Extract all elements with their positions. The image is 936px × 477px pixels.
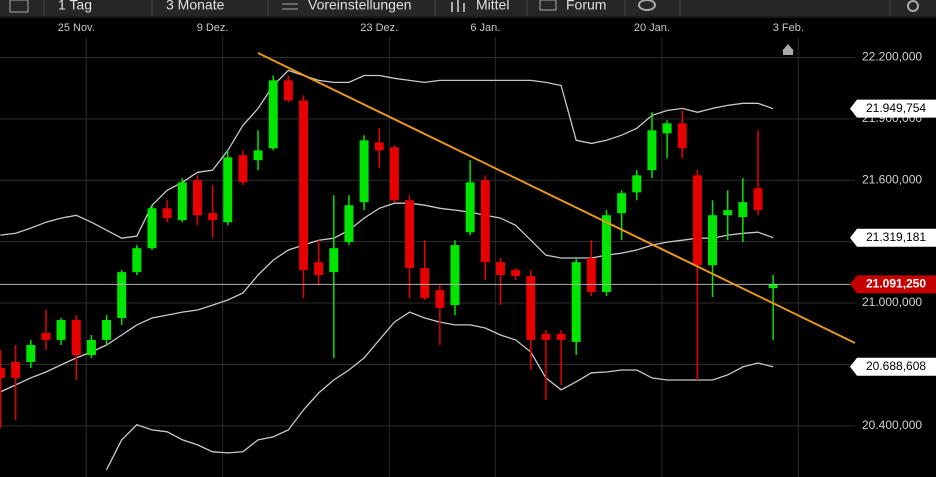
candle-body [192, 180, 202, 216]
y-tick-label: 21.000,000 [862, 295, 922, 309]
band-line [0, 69, 774, 239]
candle-body [117, 272, 127, 318]
candle-body [677, 123, 687, 149]
forum-icon [539, 0, 557, 11]
candle-body [223, 157, 233, 223]
layout-icon[interactable] [9, 0, 29, 13]
candle-body [253, 150, 263, 161]
candle-body [768, 284, 778, 289]
eye-icon[interactable] [638, 0, 656, 11]
candle-body [86, 339, 96, 356]
candle-body [495, 262, 505, 276]
candle-body [723, 210, 733, 216]
candle-body [632, 175, 642, 193]
candle-body [314, 262, 324, 276]
interval-button[interactable]: 1 Tag [58, 0, 92, 13]
candle-body [465, 182, 475, 233]
y-tick-label: 20.400,000 [862, 418, 922, 432]
candle-body [56, 320, 66, 340]
candle-body [602, 215, 611, 292]
price-marker [850, 228, 936, 247]
event-marker [782, 44, 794, 55]
forum-button[interactable]: Forum [566, 0, 606, 13]
grid: 25 Nov. 9 Dez. 23 Dez. 6 Jan. 20 Jan. 3 Feb. [0, 22, 855, 477]
candle-body [662, 123, 672, 134]
candle-body [177, 182, 187, 221]
band-line [0, 202, 774, 393]
candle-body [71, 320, 81, 356]
candle-body [389, 147, 399, 201]
y-tick-label: 22.200,000 [862, 50, 922, 64]
candle-body [480, 180, 490, 263]
indicator-icon [451, 0, 465, 12]
trend-line [257, 52, 856, 344]
candle-body [344, 205, 354, 243]
candle-body [374, 142, 384, 151]
x-tick-label: 20 Jan. [634, 22, 670, 34]
candle-body [299, 100, 308, 271]
candle-body [556, 333, 566, 340]
indicator-button[interactable]: Mittel [476, 0, 509, 13]
x-tick-label: 3 Feb. [773, 22, 804, 34]
presets-button[interactable]: Voreinstellungen [308, 0, 412, 13]
candle-body [541, 333, 551, 340]
candle-body [329, 248, 339, 273]
candle-body [268, 80, 278, 149]
candle-body [359, 140, 369, 203]
candle-body [102, 320, 112, 340]
candle-body [208, 213, 218, 221]
range-button[interactable]: 3 Monate [166, 0, 225, 13]
candle-body [753, 188, 763, 211]
settings-icon [282, 3, 298, 10]
candle-body [526, 276, 536, 340]
price-marker-label: 21.949,754 [866, 101, 926, 115]
x-tick-label: 6 Jan. [470, 22, 500, 34]
gear-icon[interactable] [907, 0, 919, 12]
toolbar: 1 Tag 3 Monate Voreinstellungen Mittel F… [0, 0, 936, 16]
candle-body [0, 367, 5, 378]
candle-body [708, 215, 718, 266]
price-marker-label: 20.688,608 [866, 359, 926, 373]
candle-body [162, 208, 172, 219]
candle-body [11, 361, 21, 378]
price-marker [850, 275, 936, 294]
candle-body [511, 270, 521, 277]
price-marker [850, 357, 936, 376]
plot-area [0, 69, 855, 471]
candle-body [450, 245, 460, 306]
price-marker-label: 21.091,250 [866, 277, 926, 291]
candle-body [571, 262, 581, 342]
candle-body [132, 248, 142, 273]
x-tick-label: 23 Dez. [360, 22, 398, 34]
price-marker-label: 21.319,181 [866, 230, 926, 244]
y-axis: 20.400,00020.700,00021.000,00021.300,000… [850, 50, 936, 432]
candle-body [283, 80, 293, 101]
candle-body [586, 258, 596, 292]
candle-body [647, 130, 657, 171]
candle-body [617, 193, 627, 214]
candle-body [26, 345, 36, 362]
candle-body [147, 208, 157, 249]
candle-body [238, 155, 248, 183]
price-marker [850, 99, 936, 118]
candle-body [420, 268, 430, 299]
x-tick-label: 9 Dez. [197, 22, 229, 34]
candle-body [435, 290, 445, 308]
candle-body [738, 202, 748, 218]
x-tick-label: 25 Nov. [58, 22, 95, 34]
toolbar-bg [0, 0, 936, 16]
candle-body [41, 332, 51, 340]
candle-body [692, 175, 702, 266]
y-tick-label: 21.600,000 [862, 172, 922, 186]
candle-body [405, 200, 415, 269]
